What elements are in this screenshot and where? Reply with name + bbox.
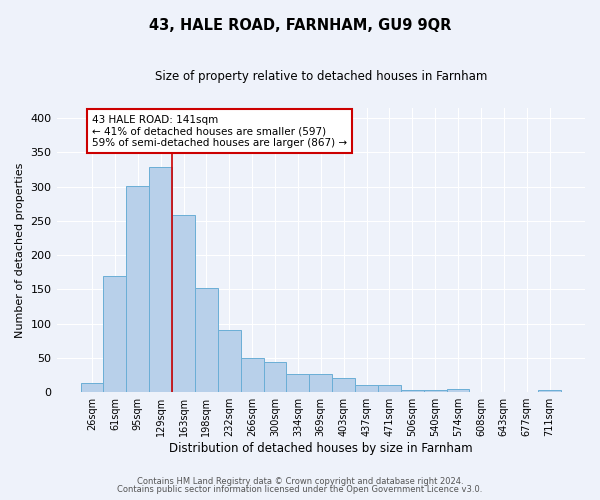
Bar [446,390,469,392]
Bar [310,374,332,392]
Bar [149,168,172,392]
Title: Size of property relative to detached houses in Farnham: Size of property relative to detached ho… [155,70,487,83]
Bar [424,390,446,392]
Bar [355,384,378,392]
Bar [263,362,286,392]
Text: Contains public sector information licensed under the Open Government Licence v3: Contains public sector information licen… [118,484,482,494]
Bar [378,386,401,392]
Bar [218,330,241,392]
X-axis label: Distribution of detached houses by size in Farnham: Distribution of detached houses by size … [169,442,473,455]
Bar [241,358,263,392]
Bar [286,374,310,392]
Bar [195,288,218,392]
Bar [172,214,195,392]
Bar [332,378,355,392]
Text: Contains HM Land Registry data © Crown copyright and database right 2024.: Contains HM Land Registry data © Crown c… [137,477,463,486]
Bar [401,390,424,392]
Text: 43 HALE ROAD: 141sqm
← 41% of detached houses are smaller (597)
59% of semi-deta: 43 HALE ROAD: 141sqm ← 41% of detached h… [92,114,347,148]
Bar [538,390,561,392]
Text: 43, HALE ROAD, FARNHAM, GU9 9QR: 43, HALE ROAD, FARNHAM, GU9 9QR [149,18,451,32]
Bar [127,186,149,392]
Bar [80,384,103,392]
Bar [103,276,127,392]
Y-axis label: Number of detached properties: Number of detached properties [15,162,25,338]
